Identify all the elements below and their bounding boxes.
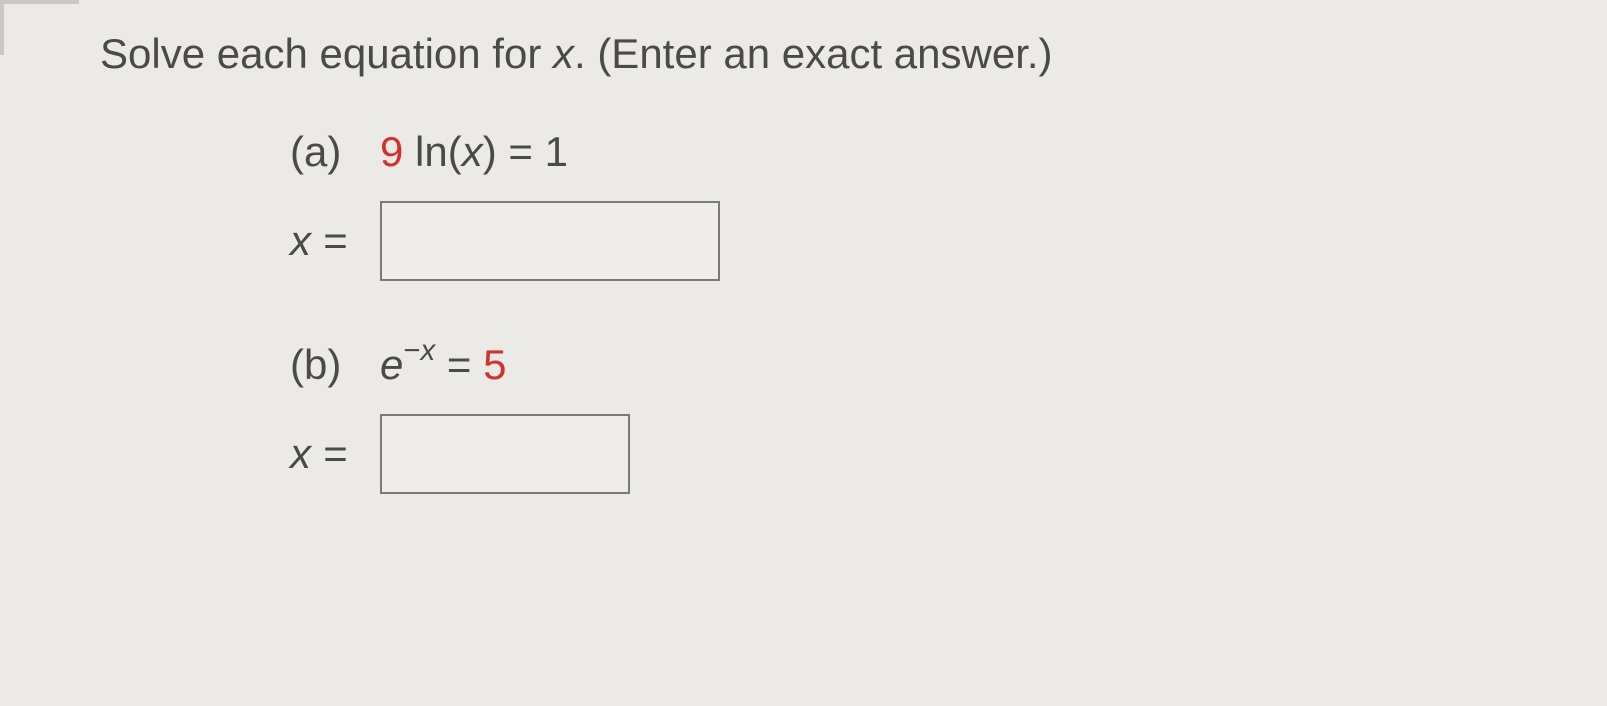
instruction-post: . (Enter an exact answer.) [574,30,1053,77]
part-b-exp-neg: − [403,334,420,367]
part-b-answer-input[interactable] [380,414,630,494]
part-b-exponent: −x [403,334,435,367]
instruction-pre: Solve each equation for [100,30,553,77]
part-a: (a) 9 ln(x) = 1 x = [290,128,1607,281]
part-a-answer-input[interactable] [380,201,720,281]
question-container: Solve each equation for x. (Enter an exa… [0,0,1607,494]
part-b-equation: e−x = 5 [380,341,506,389]
instruction-variable: x [553,30,574,77]
part-a-answer-row: x = [290,201,1607,281]
part-b-header: (b) e−x = 5 [290,341,1607,389]
part-b: (b) e−x = 5 x = [290,341,1607,494]
part-b-answer-row: x = [290,414,1607,494]
part-a-tail: ) = 1 [483,128,568,175]
part-a-var: x [462,128,483,175]
part-a-mid: ln( [403,128,461,175]
part-b-base: e [380,341,403,388]
part-a-header: (a) 9 ln(x) = 1 [290,128,1607,176]
part-a-equation: 9 ln(x) = 1 [380,128,568,176]
part-b-rhs: 5 [483,341,506,388]
part-b-xeq: x = [290,430,380,478]
part-b-exp-var: x [421,334,436,367]
part-b-label: (b) [290,341,380,389]
part-a-xeq: x = [290,217,380,265]
part-a-label: (a) [290,128,380,176]
part-b-eq: = [435,341,483,388]
instruction-text: Solve each equation for x. (Enter an exa… [100,30,1607,78]
part-a-coefficient: 9 [380,128,403,175]
